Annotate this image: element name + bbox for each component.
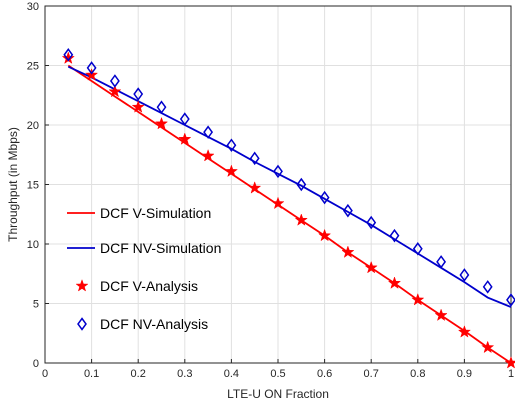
- diamond-marker: [319, 190, 330, 205]
- star-marker: [317, 228, 332, 242]
- y-tick-label: 0: [33, 358, 39, 370]
- diamond-marker: [203, 125, 214, 139]
- y-tick-label: 25: [27, 61, 39, 73]
- diamond-marker: [389, 228, 400, 243]
- star-marker: [178, 132, 192, 145]
- x-tick-label: 0.3: [177, 368, 192, 380]
- series-1: [67, 65, 512, 308]
- legend-label: DCF V-Analysis: [100, 278, 198, 294]
- x-tick-label: 0.7: [364, 368, 379, 380]
- legend-label: DCF NV-Analysis: [100, 316, 208, 332]
- series-line: [67, 65, 512, 308]
- x-tick-label: 0.5: [270, 368, 285, 380]
- x-tick-label: 0.6: [317, 368, 332, 380]
- y-tick-label: 10: [27, 239, 39, 251]
- diamond-marker: [482, 280, 493, 294]
- x-tick-label: 0.9: [457, 368, 472, 380]
- star-marker: [271, 196, 285, 210]
- x-tick-label: 0: [42, 368, 48, 380]
- star-marker: [341, 245, 355, 258]
- diamond-marker: [249, 151, 260, 166]
- star-marker: [201, 148, 215, 162]
- y-tick-label: 15: [27, 180, 39, 192]
- diamond-marker: [156, 100, 167, 114]
- diamond-marker: [109, 74, 120, 88]
- diamond-marker: [459, 268, 470, 282]
- diamond-marker: [436, 255, 447, 269]
- star-marker: [224, 164, 239, 178]
- diamond-marker: [179, 112, 190, 126]
- star-marker: [108, 84, 122, 98]
- legend-label: DCF V-Simulation: [100, 205, 211, 221]
- legend-star-swatch: [75, 279, 89, 292]
- diamond-marker: [63, 48, 74, 62]
- star-marker: [411, 292, 425, 306]
- star-marker: [294, 213, 308, 226]
- star-marker: [481, 340, 495, 354]
- diamond-marker: [296, 177, 307, 192]
- legend-item: DCF V-Simulation: [67, 205, 211, 221]
- star-marker: [434, 308, 448, 322]
- series-0: [67, 64, 512, 364]
- x-axis-label: LTE-U ON Fraction: [227, 387, 329, 401]
- x-tick-label: 0.4: [224, 368, 239, 380]
- legend-label: DCF NV-Simulation: [100, 240, 221, 256]
- series-layer: [61, 48, 515, 369]
- x-tick-label: 0.1: [84, 368, 99, 380]
- y-axis-label: Throughput (in Mbps): [6, 127, 20, 242]
- x-tick-label: 1: [508, 368, 514, 380]
- star-marker: [248, 181, 262, 194]
- legend-item: DCF V-Analysis: [75, 278, 198, 294]
- diamond-marker: [366, 215, 377, 230]
- star-marker: [364, 260, 378, 274]
- x-tick-label: 0.8: [410, 368, 425, 380]
- diamond-marker: [226, 138, 237, 153]
- legend-item: DCF NV-Simulation: [67, 240, 221, 256]
- y-tick-label: 5: [33, 299, 39, 311]
- axis-ticks: 0 0.1 0.2 0.3 0.4 0.5 0.6 0.7 0.8 0.9 105101520253…: [27, 1, 514, 380]
- diamond-marker: [86, 61, 97, 75]
- series-2: [61, 51, 515, 369]
- star-marker: [154, 116, 169, 130]
- diamond-marker: [342, 203, 353, 218]
- x-tick-label: 0.2: [131, 368, 146, 380]
- series-3: [63, 48, 515, 307]
- y-tick-label: 30: [27, 1, 39, 13]
- star-marker: [504, 356, 515, 369]
- diamond-marker: [133, 87, 144, 101]
- star-marker: [387, 276, 402, 289]
- star-marker: [457, 325, 472, 338]
- legend-item: DCF NV-Analysis: [77, 316, 208, 332]
- legend: DCF V-Simulation DCF NV-Simulation DCF V-A…: [67, 205, 221, 332]
- legend-diamond-swatch: [77, 317, 87, 331]
- series-line: [67, 64, 512, 364]
- diamond-marker: [506, 293, 515, 307]
- star-marker: [131, 100, 145, 113]
- diamond-marker: [273, 164, 283, 179]
- y-tick-label: 20: [27, 120, 39, 132]
- diamond-marker: [412, 241, 423, 256]
